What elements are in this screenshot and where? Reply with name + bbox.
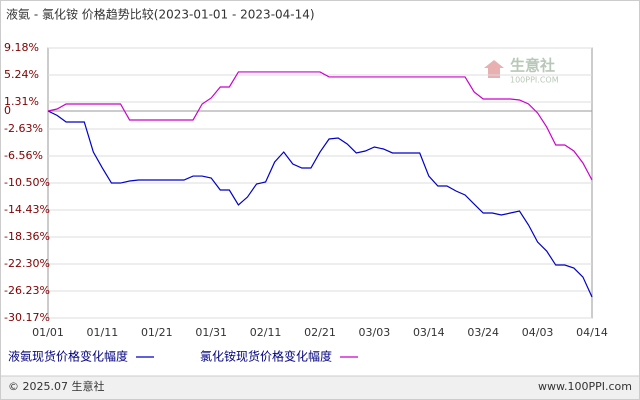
watermark-name: 生意社: [510, 57, 555, 75]
legend-label: 氯化铵现货价格变化幅度: [200, 349, 332, 364]
series-line: [47, 110, 593, 298]
y-tick-label: -18.36%: [4, 230, 50, 243]
y-tick-label: -22.30%: [4, 257, 50, 270]
x-tick-label: 04/03: [522, 326, 554, 339]
y-tick-label: -26.23%: [4, 284, 50, 297]
x-tick-label: 03/03: [359, 326, 391, 339]
x-tick-label: 01/31: [195, 326, 227, 339]
x-tick-label: 01/01: [32, 326, 64, 339]
series-line: [47, 71, 593, 181]
y-tick-label: -30.17%: [4, 311, 50, 324]
watermark-site: 100PPI.COM: [510, 76, 559, 85]
watermark: 生意社 100PPI.COM: [484, 57, 559, 85]
y-tick-label: 0: [4, 104, 11, 117]
x-tick-label: 02/21: [304, 326, 336, 339]
x-tick-label: 03/24: [467, 326, 499, 339]
footer-bar: [1, 376, 639, 399]
legend-label: 液氨现货价格变化幅度: [8, 349, 128, 364]
y-tick-label: -14.43%: [4, 203, 50, 216]
x-tick-label: 01/11: [87, 326, 119, 339]
y-tick-label: 5.24%: [4, 68, 39, 81]
x-tick-label: 02/11: [250, 326, 282, 339]
x-tick-label: 04/14: [576, 326, 608, 339]
y-tick-label: 1.31%: [4, 95, 39, 108]
footer-copyright: © 2025.07 生意社: [8, 379, 104, 393]
x-tick-label: 03/14: [413, 326, 445, 339]
y-tick-label: -2.63%: [4, 122, 43, 135]
footer-site: www.100PPI.com: [538, 380, 632, 393]
watermark-icon: [484, 60, 504, 78]
y-tick-label: 9.18%: [4, 41, 39, 54]
y-tick-label: -6.56%: [4, 149, 43, 162]
x-tick-label: 01/21: [141, 326, 173, 339]
chart-title: 液氨 - 氯化铵 价格趋势比较(2023-01-01 - 2023-04-14): [6, 7, 315, 22]
y-tick-label: -10.50%: [4, 176, 50, 189]
